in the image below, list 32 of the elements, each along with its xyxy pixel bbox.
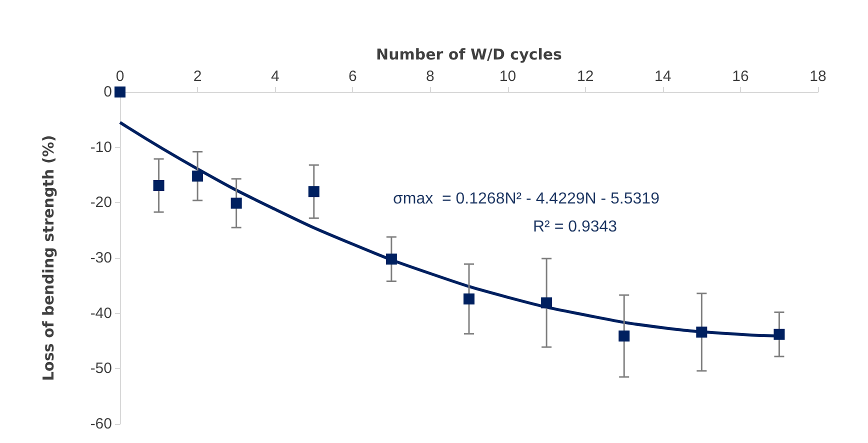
point — [618, 330, 630, 342]
y-tick-label: 0 — [104, 84, 112, 100]
point — [386, 254, 397, 265]
x-tick-label: 16 — [732, 68, 749, 85]
point — [153, 180, 164, 192]
y-tick-label: -20 — [90, 194, 112, 212]
x-tick-label: 8 — [426, 68, 434, 85]
x-tick-label: 0 — [116, 68, 124, 85]
annotation: σmax = 0.1268N² - 4.4229N - 5.5319 — [393, 190, 660, 208]
x-tick-label: 10 — [499, 68, 516, 85]
y-tick-label: -50 — [90, 360, 112, 378]
x-tick-label: 6 — [348, 68, 357, 85]
x-axis-title: Number of W/D cycles — [376, 46, 562, 64]
y-tick-label: -40 — [90, 304, 112, 322]
x-tick-label: 18 — [810, 68, 826, 85]
point — [774, 328, 785, 340]
y-axis-title: Loss of bending strength (%) — [40, 135, 58, 381]
point — [464, 293, 474, 304]
x-tick-label: 14 — [654, 68, 672, 85]
point — [541, 297, 552, 308]
point — [696, 326, 708, 338]
y-tick-label: -30 — [90, 250, 112, 266]
annotation: R² = 0.9343 — [533, 218, 618, 236]
point — [114, 86, 126, 98]
x-tick-label: 4 — [270, 68, 280, 85]
y-tick-label: -10 — [90, 138, 112, 156]
x-tick-label: 2 — [193, 68, 202, 85]
point — [308, 186, 320, 198]
y-tick-label: -60 — [90, 416, 112, 432]
point — [192, 170, 204, 182]
x-tick-label: 12 — [576, 68, 594, 85]
point — [230, 198, 242, 209]
